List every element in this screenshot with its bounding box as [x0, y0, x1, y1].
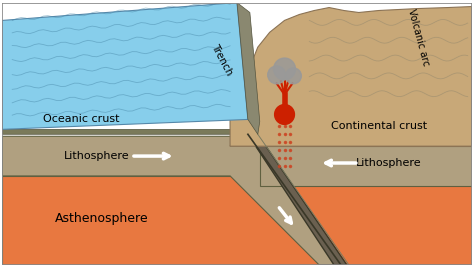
Polygon shape [230, 89, 472, 146]
Polygon shape [230, 7, 472, 146]
Circle shape [274, 105, 294, 124]
Polygon shape [237, 3, 260, 134]
Polygon shape [2, 176, 472, 265]
Polygon shape [260, 146, 472, 186]
Text: Continental crust: Continental crust [330, 121, 427, 131]
Polygon shape [2, 136, 339, 265]
Text: Lithosphere: Lithosphere [356, 158, 421, 168]
Text: Asthenosphere: Asthenosphere [55, 212, 148, 225]
Polygon shape [2, 129, 250, 134]
Circle shape [285, 68, 301, 84]
Text: Trench: Trench [210, 43, 235, 77]
Polygon shape [2, 3, 248, 129]
Circle shape [273, 58, 295, 80]
Polygon shape [248, 134, 347, 265]
Circle shape [268, 66, 285, 84]
Text: Oceanic crust: Oceanic crust [43, 114, 120, 125]
Text: Volcanic arc: Volcanic arc [406, 8, 430, 67]
Text: Lithosphere: Lithosphere [64, 151, 129, 161]
